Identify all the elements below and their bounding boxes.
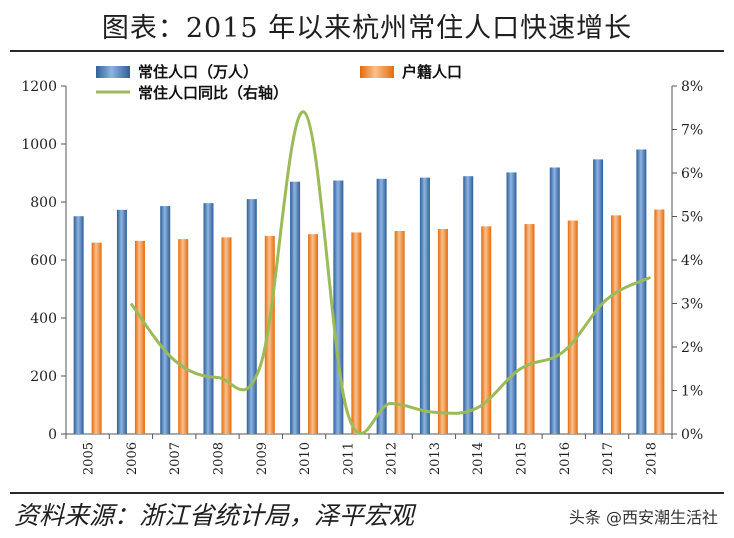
right-axis: 0% 1% 2% 3% 4% 5% 6% 7% 8% bbox=[671, 79, 703, 443]
hukou-bar-2010 bbox=[308, 234, 319, 434]
left-tick-label: 1200 bbox=[21, 79, 57, 95]
left-tick-label: 1000 bbox=[21, 137, 57, 153]
right-tick-label: 5% bbox=[681, 210, 703, 226]
x-tick-label: 2015 bbox=[515, 442, 530, 475]
left-axis: 0 200 400 600 800 1000 1200 bbox=[21, 79, 67, 443]
x-tick-label: 2013 bbox=[428, 442, 443, 475]
resident-bar-2013 bbox=[419, 177, 430, 434]
resident-bar-2012 bbox=[376, 178, 387, 434]
hukou-bar-2011 bbox=[351, 232, 362, 434]
x-tick-label: 2018 bbox=[644, 442, 659, 475]
x-tick-label: 2005 bbox=[82, 442, 97, 475]
right-tick-label: 7% bbox=[681, 123, 703, 139]
yoy-line-group bbox=[129, 110, 652, 435]
x-tick-label: 2012 bbox=[385, 442, 400, 475]
resident-bar-2009 bbox=[246, 199, 257, 434]
right-tick-label: 8% bbox=[681, 79, 703, 95]
hukou-bar-2013 bbox=[437, 228, 448, 434]
legend-swatch-resident bbox=[96, 66, 130, 78]
source-note: 资料来源：浙江省统计局，泽平宏观 bbox=[14, 501, 415, 530]
right-tick-label: 4% bbox=[681, 253, 703, 269]
left-tick-label: 600 bbox=[30, 253, 57, 269]
legend-label-hukou: 户籍人口 bbox=[402, 63, 462, 81]
x-tick-label: 2014 bbox=[471, 442, 486, 475]
left-tick-label: 0 bbox=[48, 427, 57, 443]
hukou-bar-2015 bbox=[524, 224, 535, 434]
resident-bar-2016 bbox=[549, 167, 560, 434]
x-axis: 2005 2006 2007 2008 2009 2010 2011 2012 2013 2014… bbox=[65, 433, 673, 475]
legend-swatch-hukou bbox=[360, 66, 394, 78]
hukou-bar-2006 bbox=[134, 240, 145, 434]
resident-bar-2011 bbox=[333, 180, 344, 434]
x-tick-label: 2008 bbox=[212, 442, 227, 475]
hukou-bar-2012 bbox=[394, 231, 405, 434]
x-tick-label: 2017 bbox=[601, 442, 616, 475]
right-tick-label: 3% bbox=[681, 297, 703, 313]
watermark: 头条 @西安潮生活社 bbox=[568, 508, 718, 527]
resident-bar-2008 bbox=[203, 203, 214, 434]
hukou-bar-2005 bbox=[91, 242, 102, 434]
right-tick-label: 6% bbox=[681, 166, 703, 182]
hukou-bar-2009 bbox=[264, 235, 275, 434]
title-rule bbox=[10, 50, 724, 52]
bars bbox=[73, 149, 665, 435]
hukou-bar-2007 bbox=[178, 239, 189, 434]
x-tick-label: 2010 bbox=[298, 442, 313, 475]
yoy-line bbox=[129, 110, 652, 435]
resident-bar-2017 bbox=[593, 159, 604, 434]
hukou-bar-2008 bbox=[221, 237, 232, 434]
legend-label-resident: 常住人口（万人） bbox=[138, 63, 258, 81]
right-tick-label: 0% bbox=[681, 427, 703, 443]
x-tick-label: 2016 bbox=[558, 442, 573, 475]
resident-bar-2006 bbox=[116, 209, 127, 434]
chart-title: 图表：2015 年以来杭州常住人口快速增长 bbox=[101, 13, 633, 44]
resident-bar-2005 bbox=[73, 216, 84, 434]
x-tick-label: 2011 bbox=[341, 442, 356, 475]
left-tick-label: 400 bbox=[30, 311, 57, 327]
hukou-bar-2017 bbox=[611, 215, 622, 434]
resident-bar-2010 bbox=[290, 181, 301, 434]
resident-bar-2014 bbox=[463, 176, 474, 434]
x-tick-label: 2007 bbox=[168, 442, 183, 475]
x-tick-label: 2009 bbox=[255, 442, 270, 475]
hukou-bar-2018 bbox=[654, 209, 665, 434]
hukou-bar-2016 bbox=[567, 220, 578, 434]
right-tick-label: 2% bbox=[681, 340, 703, 356]
chart: 0 200 400 600 800 1000 1200 0% 1% 2% 3% 4% 5% 6% 7% 8%… bbox=[21, 63, 703, 475]
right-tick-label: 1% bbox=[681, 384, 703, 400]
resident-bar-2018 bbox=[636, 149, 647, 434]
x-tick-label: 2006 bbox=[125, 442, 140, 475]
resident-bar-2007 bbox=[160, 206, 171, 434]
hukou-bar-2014 bbox=[481, 226, 492, 434]
legend-label-yoy: 常住人口同比（右轴） bbox=[138, 84, 288, 102]
left-tick-label: 800 bbox=[30, 195, 57, 211]
left-tick-label: 200 bbox=[30, 369, 57, 385]
resident-bar-2015 bbox=[506, 172, 517, 435]
footer-rule bbox=[10, 492, 724, 494]
